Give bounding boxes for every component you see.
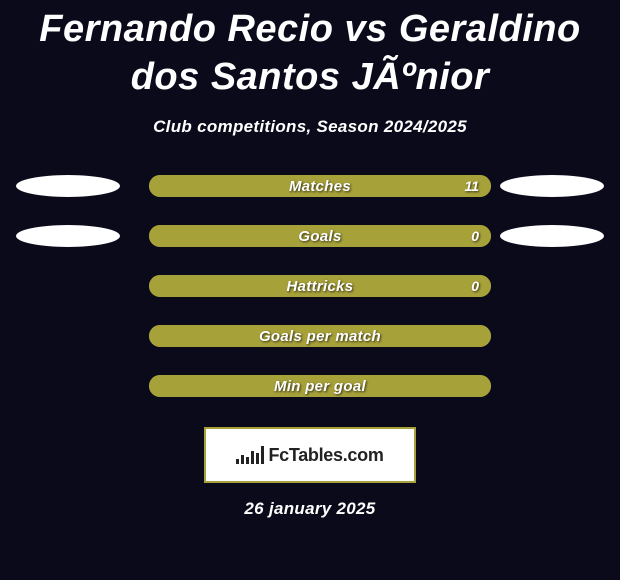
logo-bars-icon [236, 446, 264, 464]
stat-label: Goals per match [149, 325, 491, 347]
stat-bar: Min per goal [149, 375, 491, 397]
stats-container: Matches11Goals0Hattricks0Goals per match… [0, 175, 620, 397]
snapshot-date: 26 january 2025 [0, 499, 620, 519]
logo-text: FcTables.com [268, 445, 383, 466]
stat-value-right: 11 [464, 175, 479, 197]
stat-label: Hattricks [149, 275, 491, 297]
fctables-logo: FcTables.com [204, 427, 416, 483]
player-right-marker [500, 225, 604, 247]
stat-row: Goals0 [10, 225, 610, 247]
stat-row: Matches11 [10, 175, 610, 197]
stat-row: Goals per match [10, 325, 610, 347]
stat-bar: Goals per match [149, 325, 491, 347]
page-title: Fernando Recio vs Geraldino dos Santos J… [0, 0, 620, 101]
player-left-marker [16, 225, 120, 247]
stat-bar: Matches11 [149, 175, 491, 197]
stat-bar: Goals0 [149, 225, 491, 247]
stat-bar: Hattricks0 [149, 275, 491, 297]
page-subtitle: Club competitions, Season 2024/2025 [0, 117, 620, 137]
player-left-marker [16, 175, 120, 197]
stat-label: Goals [149, 225, 491, 247]
player-right-marker [500, 175, 604, 197]
stat-label: Matches [149, 175, 491, 197]
stat-row: Min per goal [10, 375, 610, 397]
stat-row: Hattricks0 [10, 275, 610, 297]
stat-label: Min per goal [149, 375, 491, 397]
stat-value-right: 0 [471, 275, 479, 297]
stat-value-right: 0 [471, 225, 479, 247]
